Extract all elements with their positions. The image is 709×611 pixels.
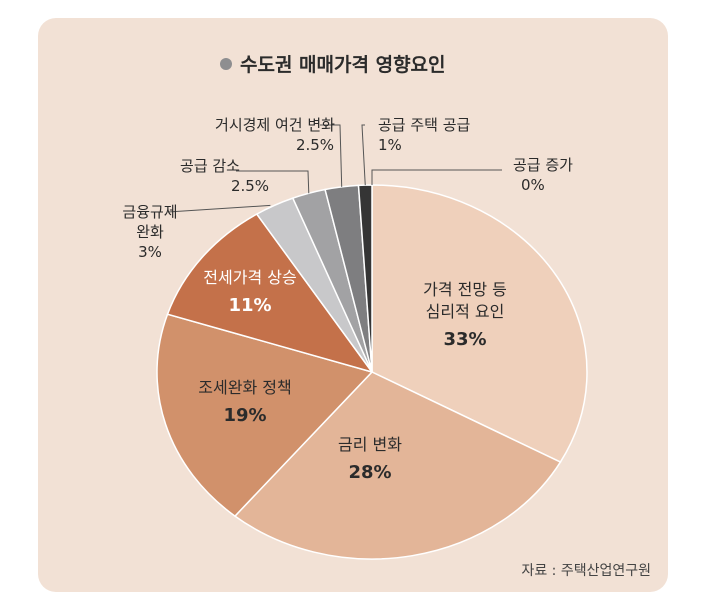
slice-value-8: 0% [521, 176, 545, 194]
slice-value-3: 11% [228, 295, 271, 316]
leader-line-5 [236, 170, 310, 194]
leader-line-7 [361, 124, 366, 186]
chart-title: 수도권 매매가격 영향요인 [220, 54, 446, 76]
slice-label-1: 금리 변화 [338, 435, 402, 454]
slice-value-4: 3% [138, 243, 162, 261]
leader-line-8 [371, 169, 502, 185]
leader-line-6 [320, 124, 343, 187]
slice-label-7: 공급 주택 공급 [378, 116, 471, 134]
slice-label-3: 전세가격 상승 [203, 268, 296, 287]
slice-label-6: 거시경제 여건 변화 [215, 116, 335, 134]
leader-lines [167, 124, 502, 213]
source-note: 자료 : 주택산업연구원 [521, 563, 651, 579]
slice-label-0: 가격 전망 등 [423, 280, 507, 299]
title-bullet-icon [220, 58, 232, 70]
pie-slice-2 [156, 313, 374, 518]
slice-label-4: 금융규제 [122, 203, 177, 221]
chart-title-text: 수도권 매매가격 영향요인 [240, 54, 446, 76]
slice-label-0: 심리적 요인 [426, 302, 505, 321]
pie-slice-0 [371, 184, 588, 464]
slice-label-2: 조세완화 정책 [198, 378, 291, 397]
slice-value-0: 33% [443, 329, 486, 350]
pie-slice-3 [166, 213, 374, 374]
slice-value-1: 28% [348, 462, 391, 483]
leader-line-4 [167, 204, 271, 213]
slice-label-8: 공급 증가 [513, 156, 573, 174]
slice-value-6: 2.5% [296, 136, 334, 154]
slice-label-5: 공급 감소 [180, 157, 240, 175]
slice-value-2: 19% [223, 405, 266, 426]
slice-label-4: 완화 [136, 223, 164, 241]
pie-slice-1 [233, 371, 562, 560]
slice-value-5: 2.5% [231, 177, 269, 195]
slice-value-7: 1% [378, 136, 402, 154]
pie-slices [156, 184, 588, 560]
